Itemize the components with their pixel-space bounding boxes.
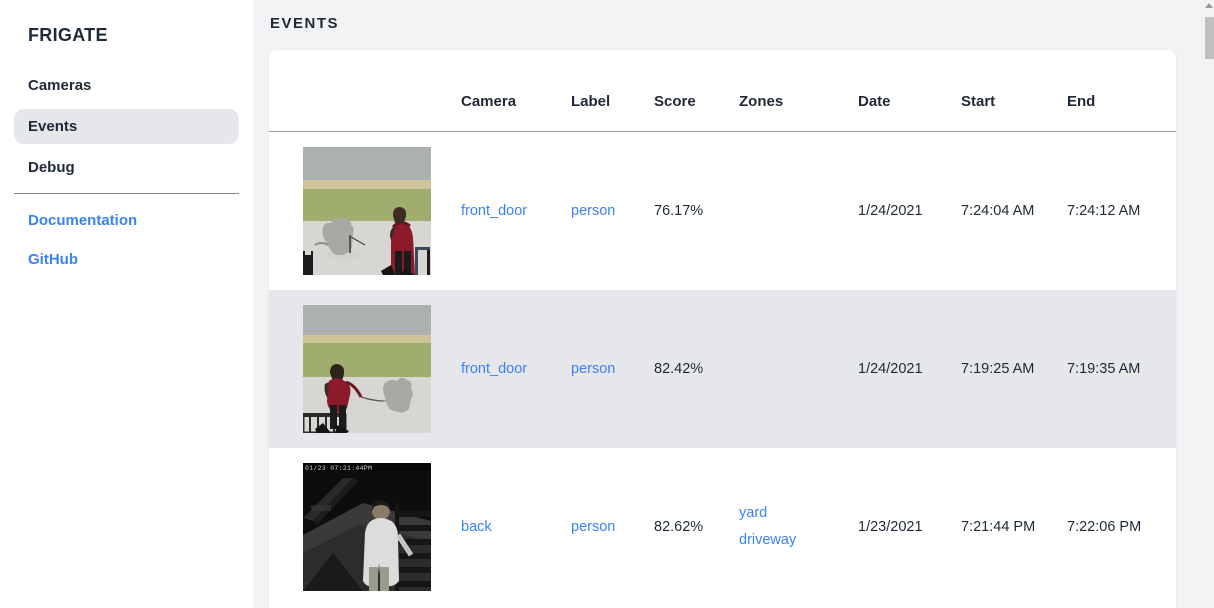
svg-text:01/23 07:21:44PM: 01/23 07:21:44PM: [305, 465, 372, 472]
